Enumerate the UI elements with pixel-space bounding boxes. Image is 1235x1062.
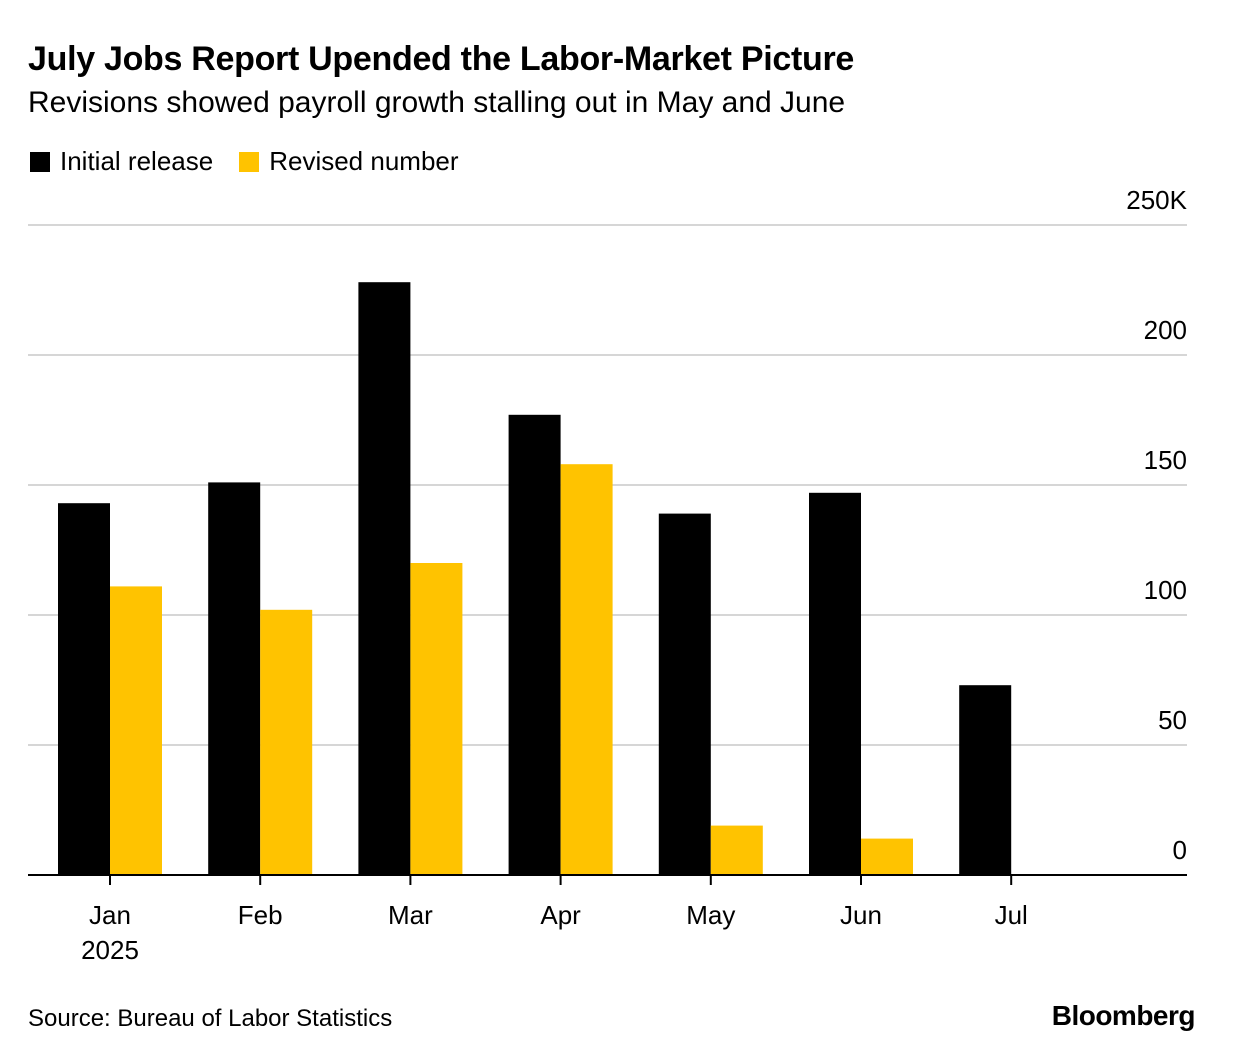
legend: Initial release Revised number <box>30 146 485 177</box>
bar-revised-number <box>861 838 913 875</box>
bar-initial-release <box>58 503 110 875</box>
bar-initial-release <box>658 513 711 875</box>
y-tick-label: 200 <box>1144 315 1187 345</box>
bar-revised-number <box>260 609 313 875</box>
legend-item-initial: Initial release <box>30 146 213 177</box>
y-tick-label: 100 <box>1144 575 1187 605</box>
bar-initial-release <box>508 414 561 875</box>
y-tick-label: 150 <box>1144 445 1187 475</box>
legend-swatch-revised <box>239 151 260 172</box>
bar-revised-number <box>110 586 162 875</box>
chart-title: July Jobs Report Upended the Labor-Marke… <box>28 40 855 78</box>
x-tick-label: Feb <box>238 900 283 930</box>
legend-item-revised: Revised number <box>239 146 459 177</box>
bar-initial-release <box>358 282 411 875</box>
x-tick-label: Jun <box>840 900 882 930</box>
source-note: Source: Bureau of Labor Statistics <box>28 1005 393 1032</box>
legend-swatch-initial <box>30 151 50 172</box>
bar-revised-number <box>410 563 463 875</box>
legend-label-revised: Revised number <box>269 146 459 176</box>
chart-subtitle: Revisions showed payroll growth stalling… <box>28 86 846 119</box>
x-tick-sublabel: 2025 <box>81 935 139 965</box>
bar-initial-release <box>809 492 861 875</box>
y-tick-label: 250K <box>1126 185 1187 215</box>
y-tick-label: 50 <box>1158 705 1187 735</box>
x-tick-label: Mar <box>388 900 433 930</box>
y-tick-label: 0 <box>1173 835 1187 865</box>
x-tick-label: May <box>686 900 735 930</box>
bar-revised-number <box>560 464 613 875</box>
bloomberg-logo: Bloomberg <box>1051 1000 1196 1031</box>
bar-revised-number <box>710 825 763 875</box>
legend-label-initial: Initial release <box>60 146 214 176</box>
bar-initial-release <box>959 685 1012 875</box>
x-tick-label: Jul <box>995 900 1028 930</box>
x-tick-label: Apr <box>540 900 581 930</box>
x-tick-label: Jan <box>89 900 131 930</box>
bar-initial-release <box>208 482 261 875</box>
